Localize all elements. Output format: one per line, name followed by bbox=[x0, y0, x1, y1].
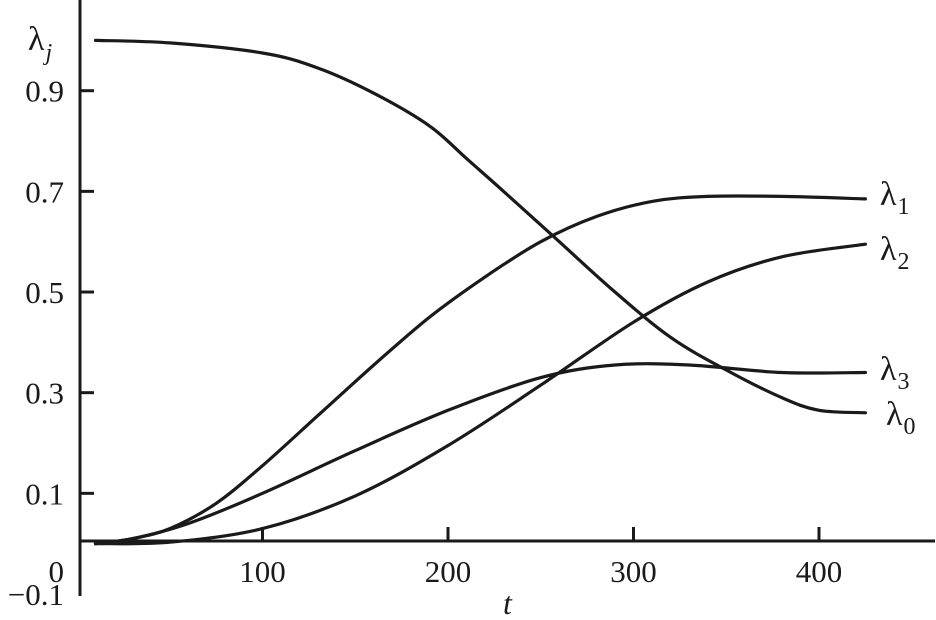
series-label-subscript: 0 bbox=[904, 414, 916, 440]
y-tick-label: 0.9 bbox=[25, 74, 64, 109]
y-tick-label-neg: −0.1 bbox=[8, 577, 64, 612]
x-tick-label: 300 bbox=[610, 554, 657, 589]
series-line-lambda-3 bbox=[93, 362, 867, 546]
series-label-subscript: 1 bbox=[898, 194, 910, 220]
series-line-lambda-2 bbox=[93, 242, 867, 546]
x-tick-label: 100 bbox=[239, 554, 286, 589]
series-curves bbox=[93, 38, 867, 546]
series-label-lambda-0: λ0 bbox=[886, 396, 916, 440]
series-line-lambda-0 bbox=[93, 38, 867, 415]
y-tick-label: 0.7 bbox=[25, 174, 64, 209]
series-label-lambda-3: λ3 bbox=[880, 351, 910, 395]
y-tick-label: 0.3 bbox=[25, 376, 64, 411]
y-tick-label: 0.1 bbox=[25, 476, 64, 511]
y-tick-label-zero: 0 bbox=[49, 554, 65, 589]
axes: λj t bbox=[28, 0, 935, 620]
x-tick-label: 200 bbox=[425, 554, 472, 589]
series-line-lambda-1 bbox=[93, 194, 867, 546]
series-label-subscript: 2 bbox=[898, 249, 910, 275]
ticks: 0.9 0.7 0.5 0.3 0.1 0−0.1 100 200 300 400 bbox=[8, 74, 842, 612]
y-tick-label: 0.5 bbox=[25, 275, 64, 310]
y-axis-title: λj bbox=[28, 21, 53, 66]
series-label-subscript: 3 bbox=[898, 369, 910, 395]
series-label-lambda-1: λ1 bbox=[880, 176, 910, 220]
x-axis-title: t bbox=[503, 585, 513, 620]
series-labels: λ0 λ1 λ2 λ3 bbox=[880, 176, 916, 440]
y-axis-title-subscript: j bbox=[43, 40, 53, 66]
series-label-lambda-2: λ2 bbox=[880, 231, 910, 275]
x-tick-label: 400 bbox=[796, 554, 843, 589]
